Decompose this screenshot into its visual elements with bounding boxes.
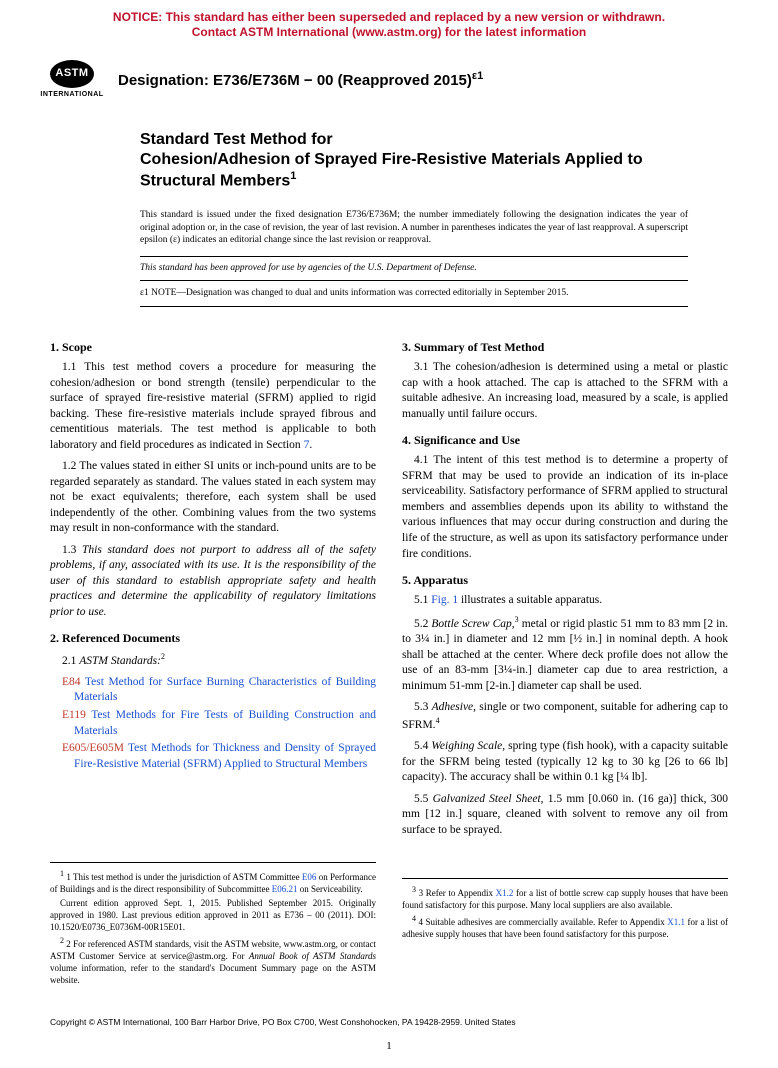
- left-column: 1. Scope 1.1 This test method covers a p…: [50, 329, 376, 989]
- sec1-p1-tail: .: [309, 439, 312, 451]
- sec1-p1-text: 1.1 This test method covers a procedure …: [50, 361, 376, 451]
- sec2-lead-sup: 2: [161, 652, 165, 661]
- sec2-lead: 2.1 ASTM Standards:2: [50, 652, 376, 669]
- fn3-link[interactable]: X1.2: [496, 888, 514, 898]
- sec1-head: 1. Scope: [50, 339, 376, 355]
- astm-logo-sub: INTERNATIONAL: [40, 90, 103, 99]
- sec5-p3i: Adhesive,: [432, 701, 476, 713]
- fn1-a: 1 This test method is under the jurisdic…: [66, 872, 302, 882]
- eps-text: NOTE—Designation was changed to dual and…: [149, 288, 569, 298]
- eps-label: ε1: [140, 288, 149, 298]
- sec2-head: 2. Referenced Documents: [50, 630, 376, 646]
- sec5-p5a: 5.5: [414, 793, 433, 805]
- sec1-p1: 1.1 This test method covers a procedure …: [50, 360, 376, 453]
- copyright: Copyright © ASTM International, 100 Barr…: [0, 999, 778, 1032]
- title-sup: 1: [290, 170, 296, 182]
- sec1-p3-text: This standard does not purport to addres…: [50, 544, 376, 618]
- fn1-c: on Serviceability.: [297, 884, 362, 894]
- ref-list: E84 Test Method for Surface Burning Char…: [50, 675, 376, 772]
- sec4-head: 4. Significance and Use: [402, 432, 728, 448]
- notice-banner: NOTICE: This standard has either been su…: [0, 0, 778, 46]
- sec5-p4i: Weighing Scale,: [431, 740, 505, 752]
- fn4-link[interactable]: X1.1: [667, 917, 685, 927]
- notice-line2: Contact ASTM International (www.astm.org…: [192, 25, 586, 39]
- sec3-p1: 3.1 The cohesion/adhesion is determined …: [402, 360, 728, 422]
- sec5-head: 5. Apparatus: [402, 572, 728, 588]
- footnote-1b: Current edition approved Sept. 1, 2015. …: [50, 898, 376, 933]
- page-number: 1: [0, 1033, 778, 1068]
- sec5-p3sup: 4: [436, 716, 440, 725]
- designation: Designation: E736/E736M − 00 (Reapproved…: [118, 69, 483, 91]
- fn3-num: 3: [412, 885, 416, 894]
- sec1-p2: 1.2 The values stated in either SI units…: [50, 459, 376, 537]
- designation-text: Designation: E736/E736M − 00 (Reapproved…: [118, 72, 472, 89]
- designation-sup: ε1: [472, 70, 483, 82]
- fn1-num: 1: [60, 869, 64, 878]
- notice-line1: NOTICE: This standard has either been su…: [113, 10, 665, 24]
- header-row: INTERNATIONAL Designation: E736/E736M − …: [0, 46, 778, 110]
- astm-logo-globe: [50, 60, 94, 88]
- fn2-b: volume information, refer to the standar…: [50, 963, 376, 985]
- ref-title[interactable]: Test Methods for Fire Tests of Building …: [74, 709, 376, 737]
- fn2-num: 2: [60, 936, 64, 945]
- body-columns: 1. Scope 1.1 This test method covers a p…: [0, 307, 778, 999]
- sec5-p5i: Galvanized Steel Sheet,: [433, 793, 544, 805]
- footnotes-right: 3 3 Refer to Appendix X1.2 for a list of…: [402, 885, 728, 941]
- astm-logo: INTERNATIONAL: [40, 54, 104, 106]
- sec5-p4: 5.4 Weighing Scale, spring type (fish ho…: [402, 739, 728, 786]
- title-main: Cohesion/Adhesion of Sprayed Fire-Resist…: [140, 150, 688, 191]
- fn1-link-e06[interactable]: E06: [302, 872, 317, 882]
- sec5-p2: 5.2 Bottle Screw Cap,3 metal or rigid pl…: [402, 615, 728, 694]
- footnotes-left: 1 1 This test method is under the jurisd…: [50, 869, 376, 986]
- sec5-p1: 5.1 Fig. 1 illustrates a suitable appara…: [402, 593, 728, 609]
- ref-item: E605/E605M Test Methods for Thickness an…: [50, 741, 376, 772]
- title-block: Standard Test Method for Cohesion/Adhesi…: [0, 110, 778, 199]
- footnote-2: 2 2 For referenced ASTM standards, visit…: [50, 936, 376, 986]
- footnote-1: 1 1 This test method is under the jurisd…: [50, 869, 376, 895]
- ref-code[interactable]: E84: [62, 676, 81, 688]
- fn4-num: 4: [412, 914, 416, 923]
- sec3-head: 3. Summary of Test Method: [402, 339, 728, 355]
- ref-item: E119 Test Methods for Fire Tests of Buil…: [50, 708, 376, 739]
- sec4-p1: 4.1 The intent of this test method is to…: [402, 453, 728, 562]
- ref-item: E84 Test Method for Surface Burning Char…: [50, 675, 376, 706]
- ref-code[interactable]: E119: [62, 709, 86, 721]
- sec5-p5: 5.5 Galvanized Steel Sheet, 1.5 mm [0.06…: [402, 792, 728, 839]
- fn2-i: Annual Book of ASTM Standards: [249, 951, 376, 961]
- sec1-p3: 1.3 This standard does not purport to ad…: [50, 543, 376, 621]
- sec5-p3a: 5.3: [414, 701, 432, 713]
- footnote-3: 3 3 Refer to Appendix X1.2 for a list of…: [402, 885, 728, 911]
- sec2-lead-num: 2.1: [62, 654, 79, 666]
- epsilon-note: ε1 NOTE—Designation was changed to dual …: [140, 281, 688, 307]
- fn4-a: 4 Suitable adhesives are commercially av…: [419, 917, 668, 927]
- ref-code[interactable]: E605/E605M: [62, 742, 124, 754]
- fn1-link-e0621[interactable]: E06.21: [272, 884, 298, 894]
- footnote-rule-left: [50, 862, 376, 863]
- ref-title[interactable]: Test Method for Surface Burning Characte…: [74, 676, 376, 704]
- sec5-p2i: Bottle Screw Cap,: [431, 618, 514, 630]
- issuance-note: This standard is issued under the fixed …: [0, 199, 778, 252]
- fn3-a: 3 Refer to Appendix: [419, 888, 496, 898]
- sec5-p3: 5.3 Adhesive, single or two component, s…: [402, 700, 728, 733]
- sec2-lead-i: ASTM Standards:: [79, 654, 161, 666]
- sec5-p4a: 5.4: [414, 740, 431, 752]
- footnote-rule-right: [402, 878, 728, 879]
- fig1-link[interactable]: Fig. 1: [431, 594, 458, 606]
- dod-approval: This standard has been approved for use …: [140, 256, 688, 281]
- sec5-p2a: 5.2: [414, 618, 431, 630]
- title-lead: Standard Test Method for: [140, 130, 688, 150]
- sec5-p1b: illustrates a suitable apparatus.: [458, 594, 602, 606]
- footnote-4: 4 4 Suitable adhesives are commercially …: [402, 914, 728, 940]
- sec5-p1a: 5.1: [414, 594, 431, 606]
- title-main-text: Cohesion/Adhesion of Sprayed Fire-Resist…: [140, 151, 643, 189]
- right-column: 3. Summary of Test Method 3.1 The cohesi…: [402, 329, 728, 989]
